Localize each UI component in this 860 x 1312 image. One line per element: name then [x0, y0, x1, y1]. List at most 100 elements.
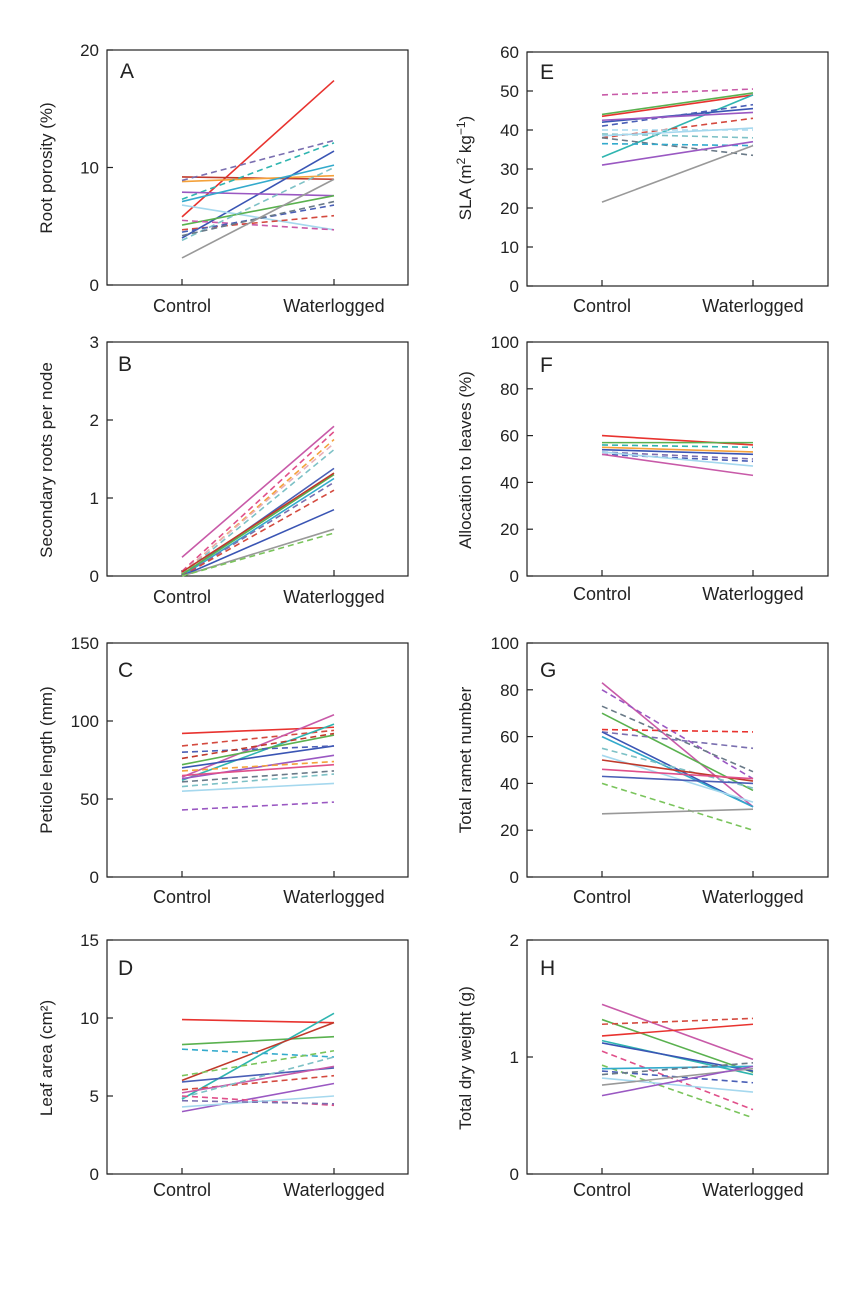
series-line — [181, 782, 335, 792]
series-line — [181, 723, 335, 782]
series-line — [601, 775, 754, 785]
series-line — [601, 453, 754, 463]
series-line — [601, 735, 754, 808]
x-tick-label: Control — [573, 296, 631, 316]
panel-label: B — [118, 353, 132, 376]
series-line — [181, 1012, 335, 1100]
series-line — [601, 731, 754, 750]
series-line — [181, 174, 335, 183]
panel-a: A 0 10 20 Control Waterlogged Root porosit… — [37, 41, 409, 316]
x-tick-label: Control — [153, 296, 211, 316]
y-tick-label: 0 — [510, 567, 519, 586]
y-axis-label: Petiole length (mm) — [37, 686, 56, 833]
series-line — [181, 139, 335, 182]
panel-label: G — [540, 659, 556, 682]
series-line — [181, 729, 335, 747]
series-line — [601, 94, 754, 118]
series-line — [601, 1064, 754, 1119]
series-line — [181, 1095, 335, 1107]
series-line — [601, 782, 754, 831]
y-tick-label: 40 — [500, 774, 519, 793]
y-tick-label: 60 — [500, 427, 519, 446]
y-tick-label: 15 — [80, 931, 99, 950]
series-line — [601, 1065, 754, 1070]
y-tick-label: 0 — [510, 1165, 519, 1184]
y-tick-label: 20 — [500, 821, 519, 840]
y-tick-label: 0 — [90, 1165, 99, 1184]
series-line — [601, 451, 754, 460]
y-axis-label-superscript: 2 — [454, 157, 468, 164]
x-tick-label: Waterlogged — [283, 587, 384, 607]
series-line — [601, 1017, 754, 1026]
y-tick-label: 2 — [90, 411, 99, 430]
y-tick-label: 0 — [510, 277, 519, 296]
series-line — [601, 94, 754, 159]
series-line — [601, 127, 754, 137]
y-tick-label: 80 — [500, 681, 519, 700]
series-line — [181, 726, 335, 735]
x-tick-label: Control — [573, 887, 631, 907]
panel-c: C 0 50 100 150 Control Waterlogged Petiole … — [37, 634, 409, 907]
plot-frame — [526, 341, 829, 577]
plot-frame — [106, 939, 409, 1175]
y-axis-label: Secondary roots per node — [37, 362, 56, 558]
series-line — [601, 1003, 754, 1061]
series-line — [181, 1018, 335, 1024]
y-tick-label: 40 — [500, 121, 519, 140]
series-line — [601, 1023, 754, 1037]
panel-e: E 0 10 20 30 40 50 60 Control Waterlogged SLA … — [454, 43, 829, 316]
series-line — [181, 425, 335, 558]
series-line — [181, 745, 335, 753]
series-line — [181, 760, 335, 772]
y-axis-label-part: ) — [456, 116, 475, 122]
series-line — [181, 1048, 335, 1058]
y-axis-label: Allocation to leaves (%) — [456, 371, 475, 549]
series-line — [181, 1074, 335, 1091]
panel-label: F — [540, 354, 553, 377]
series-line — [181, 442, 335, 574]
series-line — [601, 448, 754, 456]
series-line — [181, 754, 335, 780]
series-line — [601, 1018, 754, 1073]
series-line — [181, 745, 335, 769]
y-tick-label: 1 — [510, 1048, 519, 1067]
y-tick-label: 0 — [90, 868, 99, 887]
y-tick-label: 10 — [500, 238, 519, 257]
y-tick-label: 3 — [90, 333, 99, 352]
y-tick-label: 60 — [500, 728, 519, 747]
plot-frame — [526, 51, 829, 287]
series-line — [181, 477, 335, 577]
series-line — [181, 166, 335, 242]
y-tick-label: 100 — [491, 634, 519, 653]
y-tick-label: 0 — [510, 868, 519, 887]
y-axis-label-superscript: −1 — [454, 121, 468, 135]
series-line — [181, 763, 335, 777]
series-line — [601, 1077, 754, 1093]
series-line — [181, 1082, 335, 1113]
series-line — [601, 92, 754, 116]
y-tick-label: 5 — [90, 1087, 99, 1106]
y-tick-label: 0 — [90, 276, 99, 295]
series-line — [601, 1065, 754, 1097]
series-line — [181, 532, 335, 577]
x-tick-label: Control — [153, 1180, 211, 1200]
panel-label: A — [120, 60, 134, 83]
y-tick-label: 100 — [71, 712, 99, 731]
series-line — [601, 88, 754, 96]
series-line — [601, 705, 754, 773]
series-line — [181, 438, 335, 575]
series-line — [181, 204, 335, 231]
series-line — [181, 489, 335, 577]
series-line — [601, 140, 754, 166]
series-line — [181, 164, 335, 203]
y-axis-label: Root porosity (%) — [37, 102, 56, 233]
series-line — [181, 773, 335, 788]
panel-h: H 0 1 2 Control Waterlogged Total dry weig… — [456, 931, 829, 1200]
panel-f: F 0 20 40 60 80 100 Control Waterlogged Alloc… — [456, 333, 829, 604]
series-line — [181, 1099, 335, 1105]
series-line — [601, 728, 754, 733]
x-tick-label: Waterlogged — [702, 296, 803, 316]
series-line — [601, 137, 754, 157]
x-tick-label: Waterlogged — [283, 1180, 384, 1200]
